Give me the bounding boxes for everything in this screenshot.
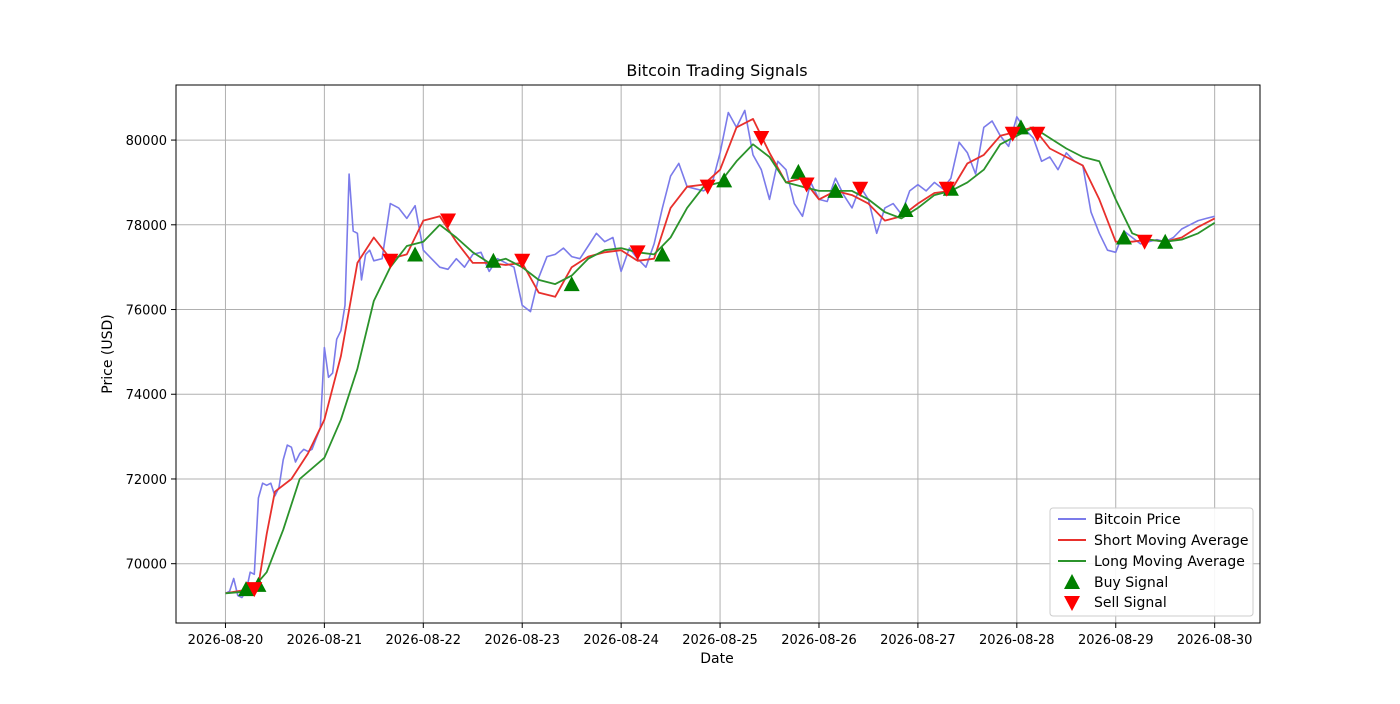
sell-signal-marker: [699, 179, 716, 195]
buy-signal-marker: [790, 163, 807, 179]
legend-marker-buy: [1064, 574, 1080, 589]
sell-signal-marker: [514, 253, 531, 269]
x-axis-label: Date: [700, 651, 733, 667]
legend-label-price: Bitcoin Price: [1094, 512, 1181, 528]
chart-title: Bitcoin Trading Signals: [626, 61, 807, 80]
sell-signal-marker: [440, 213, 457, 229]
sell-signal-marker: [1136, 234, 1153, 250]
x-tick-label: 2026-08-20: [188, 633, 264, 648]
x-axis-ticks: 2026-08-20 2026-08-21 2026-08-22 2026-08-23…: [188, 623, 1253, 648]
legend-label-long-ma: Long Moving Average: [1094, 554, 1245, 570]
x-tick-label: 2026-08-28: [979, 633, 1055, 648]
x-tick-label: 2026-08-29: [1078, 633, 1154, 648]
short-moving-average-line: [225, 118, 1216, 595]
sell-signal-marker: [246, 582, 263, 598]
x-tick-label: 2026-08-22: [386, 633, 462, 648]
y-tick-label: 72000: [126, 473, 167, 488]
legend-label-buy: Buy Signal: [1094, 575, 1168, 591]
buy-signal-marker: [897, 201, 914, 217]
marker-layer: [238, 119, 1174, 598]
legend-box: [1049, 507, 1254, 617]
x-tick-label: 2026-08-26: [781, 633, 857, 648]
sell-signal-marker: [852, 181, 869, 197]
buy-signal-marker: [407, 246, 424, 262]
x-tick-label: 2026-08-25: [682, 633, 758, 648]
buy-signal-marker: [238, 581, 255, 597]
buy-signal-marker: [563, 276, 580, 292]
sell-signal-marker: [629, 245, 646, 261]
buy-signal-marker: [1115, 229, 1132, 245]
long-moving-average-line: [225, 126, 1216, 595]
grid-layer: [176, 85, 1260, 623]
buy-signal-marker: [1157, 233, 1174, 249]
buy-signal-marker: [654, 246, 671, 262]
sell-signal-marker: [753, 130, 770, 146]
legend-label-short-ma: Short Moving Average: [1094, 533, 1249, 549]
y-tick-label: 70000: [126, 558, 167, 573]
buy-signal-marker: [716, 172, 733, 188]
x-tick-label: 2026-08-27: [880, 633, 956, 648]
y-tick-label: 76000: [126, 304, 167, 319]
x-tick-label: 2026-08-30: [1177, 633, 1253, 648]
sell-signal-marker: [382, 253, 399, 269]
sell-signal-marker: [798, 177, 815, 193]
legend-marker-sell: [1064, 596, 1080, 611]
sell-signal-marker: [1029, 126, 1046, 142]
legend-label-sell: Sell Signal: [1094, 595, 1167, 611]
buy-signal-marker: [827, 182, 844, 198]
y-axis-label: Price (USD): [100, 314, 116, 393]
y-axis-ticks: 70000 72000 74000 76000 78000 80000: [126, 134, 176, 573]
y-tick-label: 78000: [126, 219, 167, 234]
x-tick-label: 2026-08-24: [583, 633, 659, 648]
plot-frame: [175, 84, 1261, 624]
sell-signal-marker: [938, 181, 955, 197]
legend: Bitcoin Price Short Moving Average Long …: [1049, 507, 1254, 617]
x-tick-label: 2026-08-21: [287, 633, 363, 648]
x-tick-label: 2026-08-23: [484, 633, 560, 648]
y-tick-label: 74000: [126, 388, 167, 403]
buy-signal-marker: [485, 252, 502, 268]
y-tick-label: 80000: [126, 134, 167, 149]
sell-signal-marker: [1004, 126, 1021, 142]
